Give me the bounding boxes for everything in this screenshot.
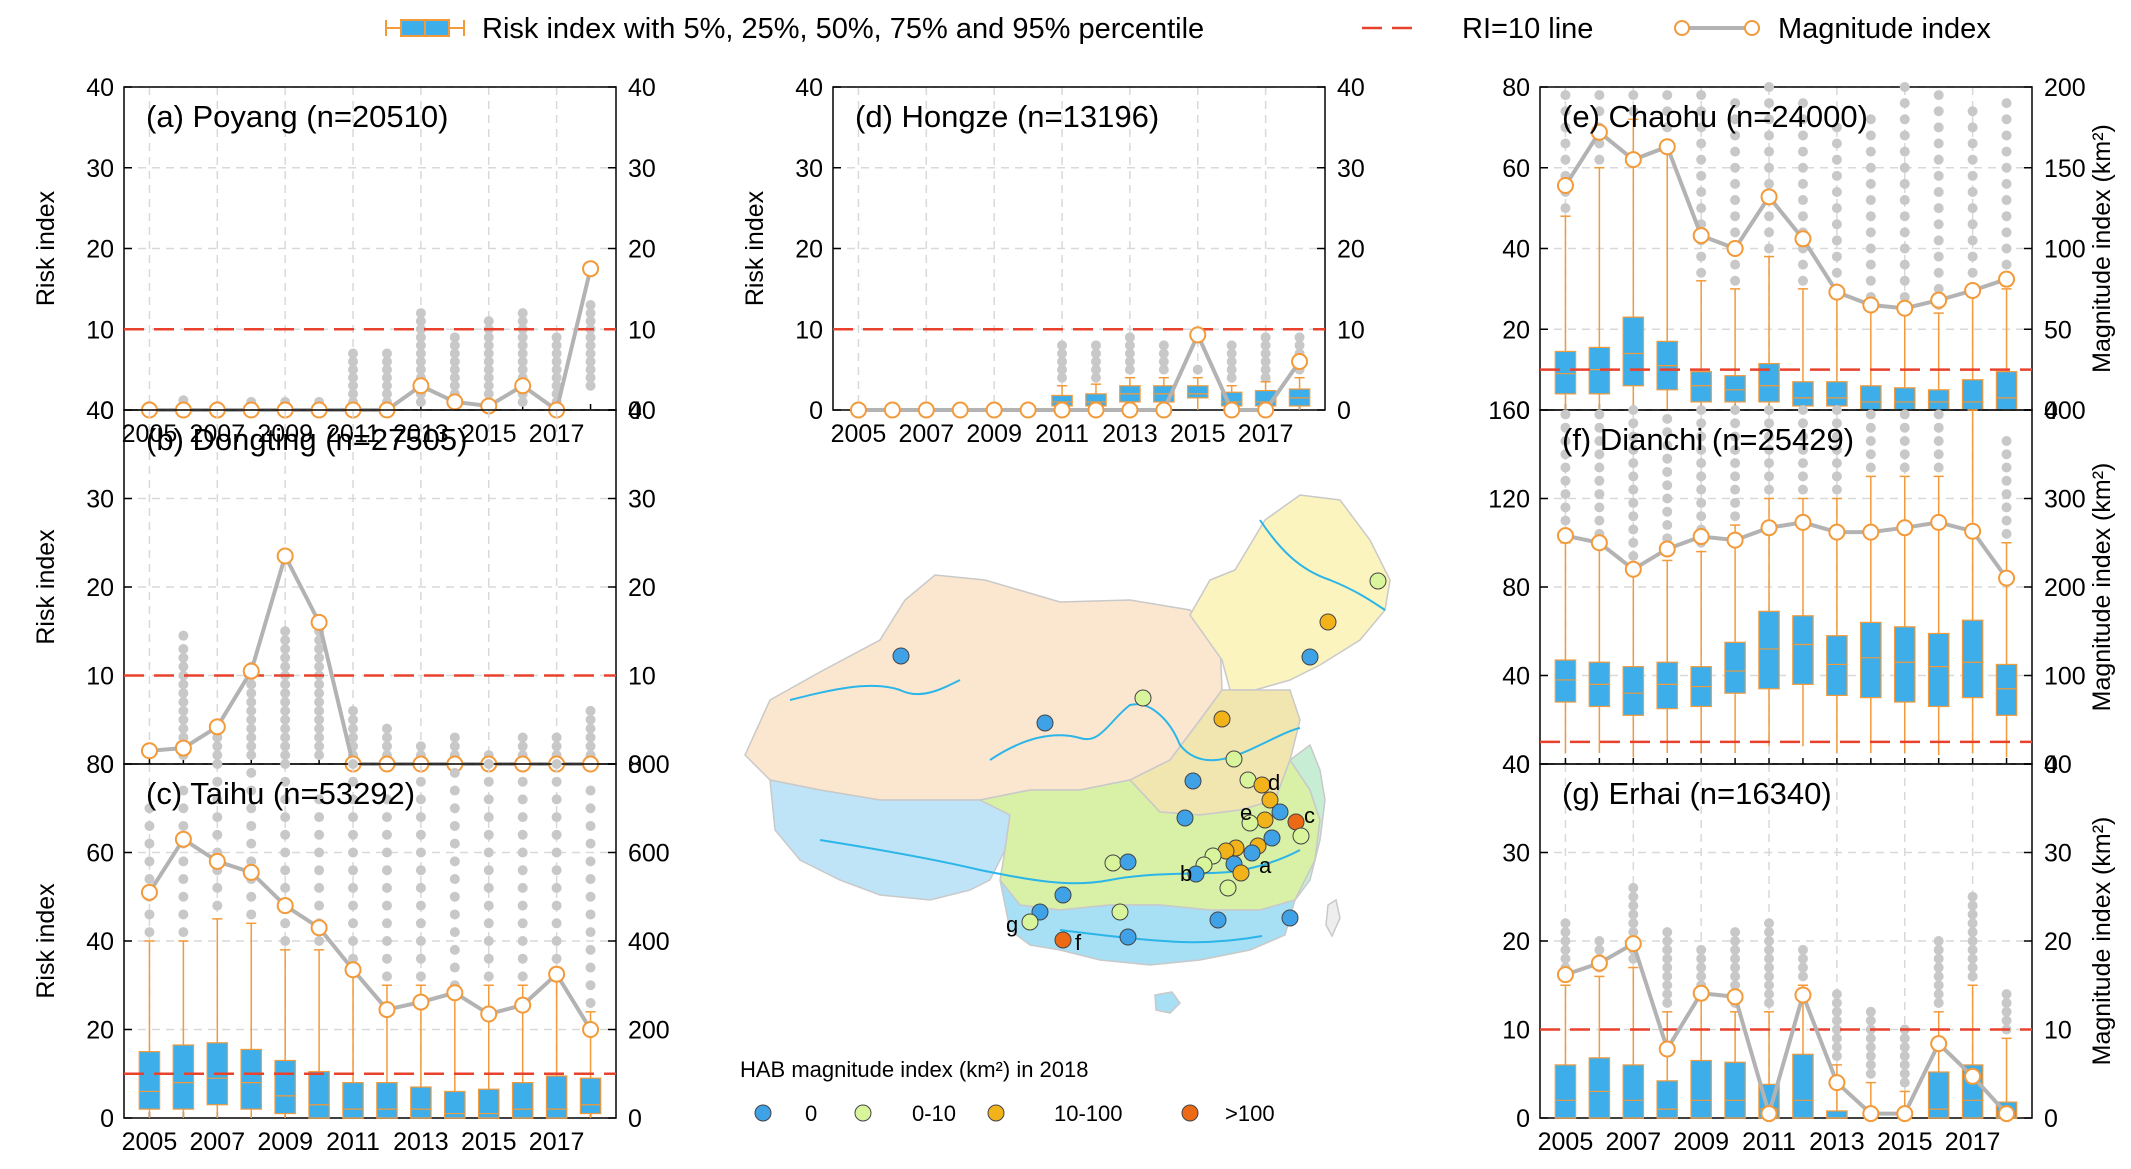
map-site-marker — [1184, 772, 1202, 790]
map-site-label-b: b — [1180, 861, 1192, 886]
map-site-marker — [1054, 886, 1072, 904]
map-legend-label-1: 0-10 — [912, 1101, 956, 1126]
map-legend-classes: 0 0-10 10-100 >100 — [754, 1101, 1275, 1126]
legend-magnitude-icon — [1674, 20, 1760, 36]
map-site-marker — [1209, 911, 1227, 929]
map-site-marker — [1281, 909, 1299, 927]
map-sites — [892, 572, 1387, 949]
map-site-marker — [1232, 864, 1250, 882]
legend-risk-box-icon — [385, 19, 465, 37]
river-yellow — [989, 703, 1301, 762]
map-site-marker — [1225, 750, 1243, 768]
map-site-marker — [1263, 829, 1281, 847]
map-legend-label-0: 0 — [805, 1101, 817, 1126]
map-region-south — [999, 879, 1297, 966]
map-site-marker — [1104, 854, 1122, 872]
map-regions — [744, 494, 1391, 1014]
map-region-tibet — [769, 779, 1011, 901]
river-northeast — [1259, 519, 1386, 611]
legend-risk-box-label: Risk index with 5%, 25%, 50%, 75% and 95… — [482, 13, 1204, 45]
map-site-marker — [1111, 903, 1129, 921]
map-legend-dot-0 — [754, 1104, 772, 1122]
map-site-label-e: e — [1240, 800, 1252, 825]
map-legend-dot-3 — [1181, 1104, 1199, 1122]
map-legend-title: HAB magnitude index (km²) in 2018 — [740, 1057, 1089, 1082]
map-site-marker — [1261, 791, 1279, 809]
map-site-marker — [892, 647, 910, 665]
map-site-marker — [1319, 613, 1337, 631]
map-legend-label-2: 10-100 — [1054, 1101, 1123, 1126]
map-legend-dot-2 — [987, 1104, 1005, 1122]
river-northwest — [789, 679, 961, 701]
map-site-marker — [1187, 865, 1205, 883]
map-site-marker — [1271, 803, 1289, 821]
map-site-marker — [1369, 572, 1387, 590]
map-site-labels: a b c d e f g — [1006, 770, 1315, 955]
map-region-east — [1288, 743, 1326, 901]
map-island-hainan — [1154, 991, 1181, 1014]
map-site-marker — [1219, 879, 1237, 897]
river-pearl — [1059, 929, 1263, 944]
map-site-marker — [1213, 710, 1231, 728]
figure-legend: Risk index with 5%, 25%, 50%, 75% and 95… — [385, 13, 1991, 45]
map-site-marker — [1119, 853, 1137, 871]
map-site-marker — [1243, 844, 1261, 862]
map-site-label-g: g — [1006, 912, 1018, 937]
map-site-marker — [1253, 776, 1271, 794]
map-site-label-f: f — [1075, 930, 1082, 955]
map-site-marker — [1036, 714, 1054, 732]
map-site-label-c: c — [1304, 803, 1315, 828]
map-site-marker — [1292, 827, 1310, 845]
map-legend-dot-1 — [854, 1104, 872, 1122]
map-island-taiwan — [1325, 898, 1341, 938]
map-site-marker — [1054, 931, 1072, 949]
map-region-northwest — [744, 574, 1223, 801]
map-site-marker — [1301, 648, 1319, 666]
map-site-marker — [1241, 814, 1259, 832]
map-site-marker — [1021, 913, 1039, 931]
map-legend-label-3: >100 — [1225, 1101, 1275, 1126]
map-site-marker — [1119, 928, 1137, 946]
legend-magnitude-label: Magnitude index — [1778, 13, 1991, 45]
map-site-marker — [1256, 811, 1274, 829]
map-site-label-a: a — [1259, 853, 1272, 878]
map-site-marker — [1134, 689, 1152, 707]
legend-ri-line-label: RI=10 line — [1462, 13, 1593, 45]
map-site-marker — [1176, 809, 1194, 827]
map-site-label-d: d — [1268, 770, 1280, 795]
